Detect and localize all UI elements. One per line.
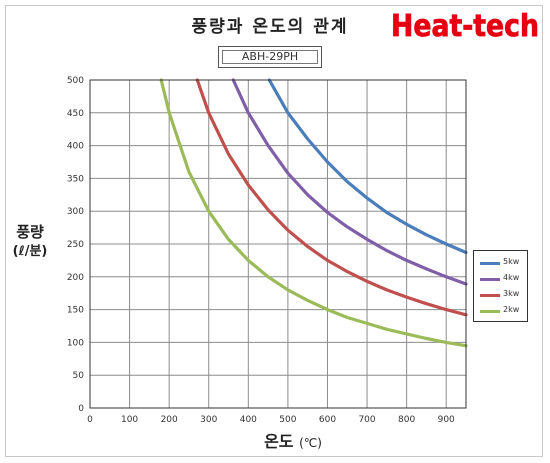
legend-label: 2kw (503, 305, 520, 314)
series-line-5kw (267, 78, 468, 255)
gridlines (89, 79, 466, 409)
x-tick-label: 0 (87, 415, 93, 425)
x-tick-label: 200 (161, 415, 178, 425)
legend-swatch (480, 262, 500, 265)
x-axis-label: 온도 (264, 432, 294, 451)
chart-title: 풍량과 온도의 관계 (191, 17, 349, 37)
model-label: ABH-29PH (241, 50, 299, 63)
x-tick-label: 700 (358, 415, 375, 425)
legend-swatch (480, 310, 500, 313)
x-axis-title: 온도 (℃) (248, 428, 338, 452)
plot-area-border (89, 79, 467, 409)
x-tick-label: 600 (319, 415, 336, 425)
y-tick-label: 100 (67, 338, 84, 348)
y-tick-label: 250 (67, 240, 84, 250)
y-tick-label: 50 (73, 371, 85, 381)
model-label-box: ABH-29PH (218, 46, 322, 68)
x-tick-label: 100 (121, 415, 138, 425)
y-tick-label: 450 (67, 109, 84, 119)
y-tick-label: 400 (67, 142, 84, 152)
legend-swatch (480, 278, 500, 281)
y-tick-label: 150 (67, 306, 84, 316)
x-tick-label: 800 (398, 415, 415, 425)
y-tick-label: 350 (67, 174, 84, 184)
series-line-2kw (159, 78, 468, 348)
y-tick-label: 300 (67, 207, 84, 217)
chart-frame (5, 5, 543, 457)
legend-label: 4kw (503, 273, 520, 282)
tick-labels: 0 100 200 300 400 500 600 700 800 900 0 50 100 150 200… (67, 76, 455, 425)
series-lines (159, 78, 468, 348)
series-line-3kw (195, 78, 468, 317)
legend-entry: 5kw (480, 256, 528, 270)
heat-tech-logo: Heat-tech (391, 9, 540, 43)
series-line-4kw (231, 78, 468, 286)
legend-label: 3kw (503, 289, 520, 298)
y-tick-label: 0 (78, 404, 84, 414)
x-axis-unit: (℃) (299, 436, 322, 450)
y-axis-title: 풍량 (ℓ/분) (10, 222, 50, 262)
svg-text:Heat-tech: Heat-tech (391, 9, 539, 43)
y-tick-label: 200 (67, 273, 84, 283)
x-tick-label: 300 (200, 415, 217, 425)
legend-entry: 4kw (480, 272, 528, 286)
legend-label: 5kw (503, 257, 520, 266)
legend-entry: 3kw (480, 288, 528, 302)
legend: 5kw 4kw 3kw 2kw (473, 250, 528, 322)
x-tick-label: 900 (438, 415, 455, 425)
legend-entry: 2kw (480, 304, 528, 318)
x-tick-label: 500 (279, 415, 296, 425)
legend-swatch (480, 294, 500, 297)
y-axis-label: 풍량 (16, 223, 44, 241)
y-tick-label: 500 (67, 76, 84, 86)
y-axis-unit: (ℓ/분) (12, 244, 48, 259)
x-tick-label: 400 (240, 415, 257, 425)
